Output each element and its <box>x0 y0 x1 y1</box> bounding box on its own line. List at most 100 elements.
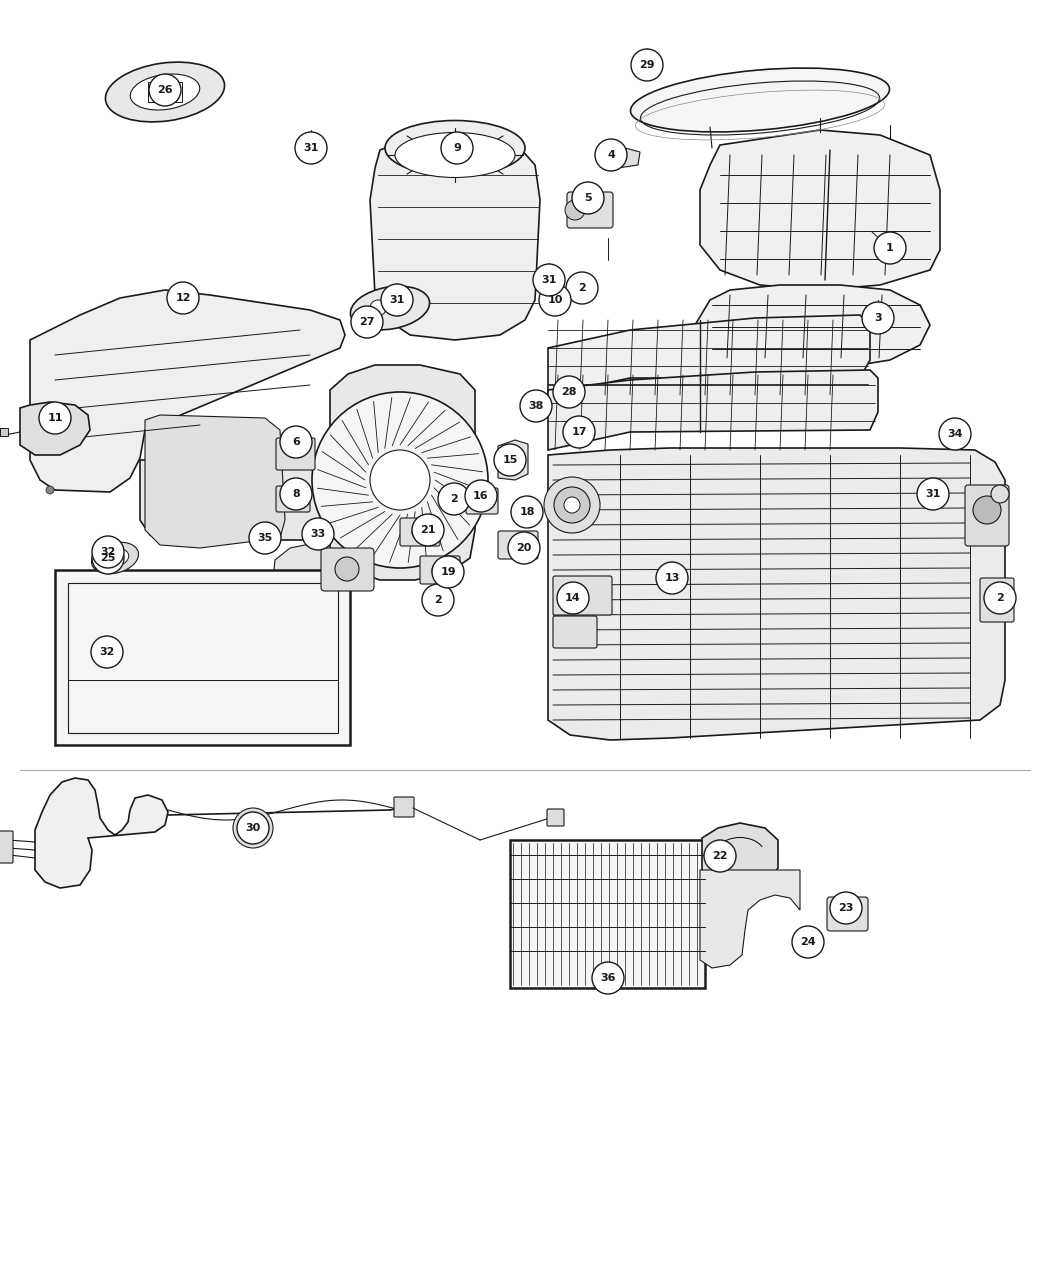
Circle shape <box>149 74 181 106</box>
Text: 36: 36 <box>601 973 615 983</box>
FancyBboxPatch shape <box>827 898 868 931</box>
Text: 18: 18 <box>520 507 534 516</box>
Circle shape <box>991 484 1009 504</box>
FancyBboxPatch shape <box>400 518 440 546</box>
Circle shape <box>508 532 540 564</box>
FancyBboxPatch shape <box>510 840 705 988</box>
Text: 25: 25 <box>101 553 116 564</box>
Text: 2: 2 <box>450 493 458 504</box>
Polygon shape <box>548 448 1005 740</box>
Ellipse shape <box>385 121 525 176</box>
Circle shape <box>280 426 312 458</box>
FancyBboxPatch shape <box>466 488 498 514</box>
Circle shape <box>830 892 862 924</box>
Circle shape <box>92 536 124 567</box>
Text: 31: 31 <box>390 295 404 305</box>
Circle shape <box>370 300 386 316</box>
Circle shape <box>656 562 688 594</box>
Circle shape <box>432 556 464 588</box>
Circle shape <box>874 232 906 264</box>
Ellipse shape <box>351 286 429 330</box>
Text: 11: 11 <box>47 413 63 423</box>
Circle shape <box>564 497 580 513</box>
Circle shape <box>595 139 627 171</box>
Polygon shape <box>605 148 640 168</box>
Circle shape <box>494 444 526 476</box>
Circle shape <box>939 418 971 450</box>
Text: 15: 15 <box>502 455 518 465</box>
Text: 19: 19 <box>440 567 456 578</box>
Text: 8: 8 <box>292 490 300 499</box>
FancyBboxPatch shape <box>0 428 8 436</box>
Circle shape <box>412 524 428 541</box>
FancyBboxPatch shape <box>276 439 315 470</box>
Circle shape <box>295 133 327 164</box>
Text: 32: 32 <box>100 646 114 657</box>
Text: 24: 24 <box>800 937 816 947</box>
Circle shape <box>465 479 497 513</box>
Polygon shape <box>35 778 168 887</box>
Circle shape <box>472 492 488 507</box>
Circle shape <box>312 391 488 567</box>
Ellipse shape <box>630 68 889 131</box>
FancyBboxPatch shape <box>420 556 460 584</box>
Text: 1: 1 <box>886 244 894 252</box>
Circle shape <box>237 812 269 844</box>
Circle shape <box>631 48 663 82</box>
Polygon shape <box>548 370 878 450</box>
Polygon shape <box>700 870 800 968</box>
Circle shape <box>541 272 556 288</box>
Circle shape <box>46 486 54 493</box>
Text: 31: 31 <box>542 275 557 286</box>
Ellipse shape <box>101 548 129 567</box>
Text: 31: 31 <box>303 143 319 153</box>
Ellipse shape <box>130 74 200 110</box>
Circle shape <box>243 819 262 838</box>
Circle shape <box>280 478 312 510</box>
Circle shape <box>91 636 123 668</box>
Circle shape <box>233 808 273 848</box>
Polygon shape <box>498 440 528 479</box>
FancyBboxPatch shape <box>55 570 350 745</box>
FancyBboxPatch shape <box>276 486 310 513</box>
Circle shape <box>917 478 949 510</box>
Text: 16: 16 <box>474 491 489 501</box>
Polygon shape <box>145 414 285 548</box>
Circle shape <box>302 518 334 550</box>
Ellipse shape <box>105 62 225 122</box>
Circle shape <box>563 416 595 448</box>
Ellipse shape <box>91 542 139 574</box>
Circle shape <box>432 562 448 578</box>
Circle shape <box>388 292 405 309</box>
Text: 29: 29 <box>639 60 655 70</box>
Text: 4: 4 <box>607 150 615 159</box>
Circle shape <box>422 584 454 616</box>
FancyBboxPatch shape <box>547 810 564 826</box>
Text: 14: 14 <box>565 593 581 603</box>
Text: 12: 12 <box>175 293 191 303</box>
Circle shape <box>510 537 526 553</box>
Text: 31: 31 <box>925 490 941 499</box>
Text: 2: 2 <box>579 283 586 293</box>
Polygon shape <box>272 541 330 606</box>
Text: 2: 2 <box>996 593 1004 603</box>
Text: 13: 13 <box>665 572 679 583</box>
Circle shape <box>249 521 281 555</box>
Text: 28: 28 <box>562 388 576 397</box>
Polygon shape <box>330 365 475 580</box>
Circle shape <box>572 182 604 214</box>
Circle shape <box>528 397 548 417</box>
Circle shape <box>520 390 552 422</box>
FancyBboxPatch shape <box>965 484 1009 546</box>
Text: 26: 26 <box>158 85 173 96</box>
FancyBboxPatch shape <box>394 797 414 817</box>
Text: 2: 2 <box>434 595 442 606</box>
Circle shape <box>335 557 359 581</box>
Text: 22: 22 <box>712 850 728 861</box>
Text: 34: 34 <box>947 428 963 439</box>
Circle shape <box>566 272 598 303</box>
Circle shape <box>862 302 894 334</box>
Circle shape <box>381 284 413 316</box>
Text: 21: 21 <box>420 525 436 536</box>
Circle shape <box>92 542 124 574</box>
